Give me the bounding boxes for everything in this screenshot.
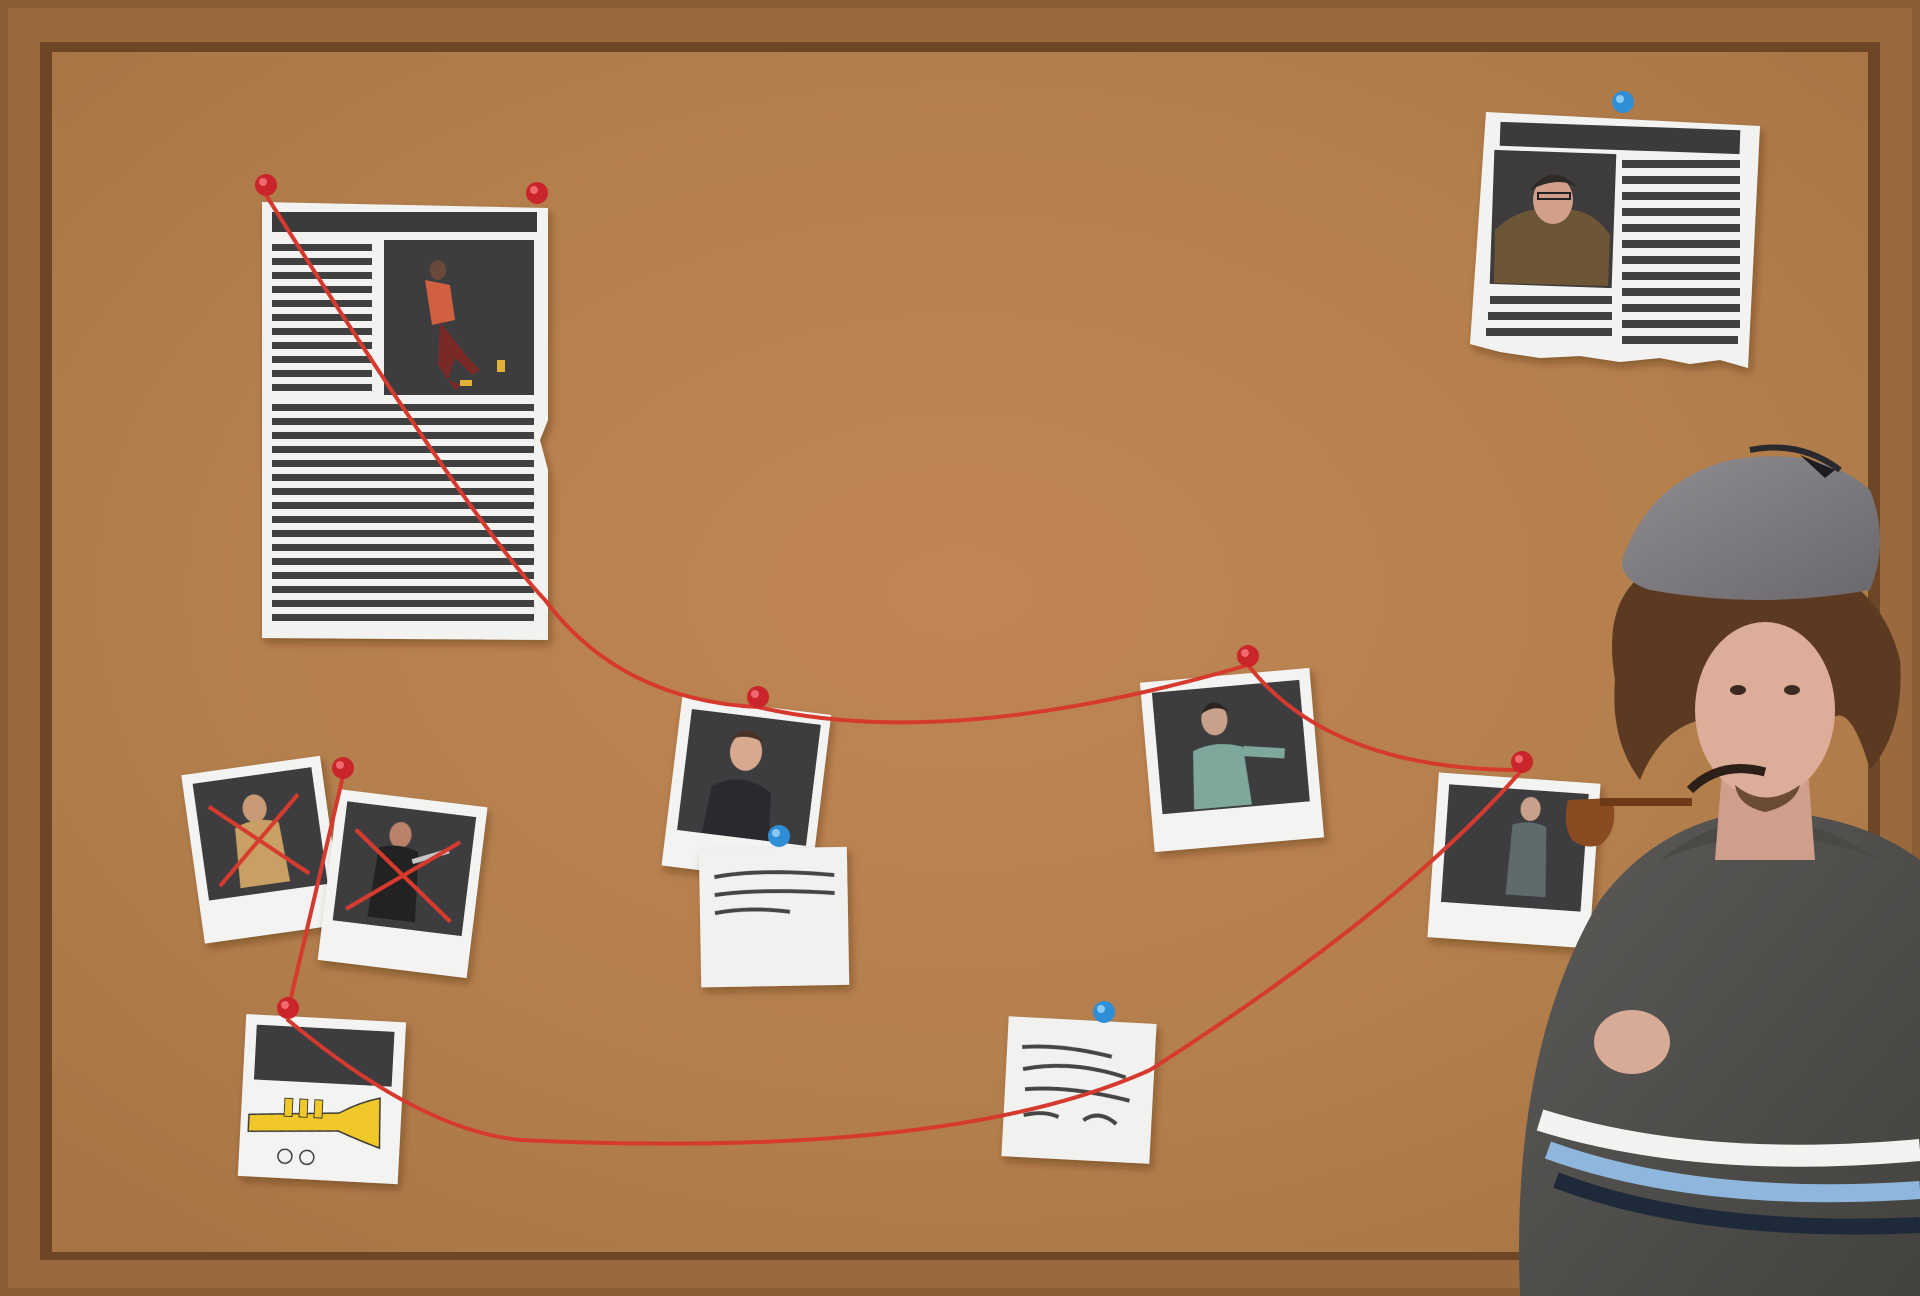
red-pin-icon — [277, 997, 299, 1019]
polaroid-crossed-2[interactable] — [317, 789, 488, 979]
blue-pin-icon — [1093, 1001, 1115, 1023]
face — [1695, 622, 1835, 798]
newspaper-large[interactable] — [262, 202, 548, 640]
red-pin-icon — [526, 182, 548, 204]
red-pin-icon — [332, 757, 354, 779]
newspaper-figure — [425, 260, 505, 390]
blue-pin-icon — [1612, 91, 1634, 113]
red-pins — [255, 174, 1533, 1019]
detective-figure — [1519, 444, 1920, 1296]
pipe-icon — [1565, 764, 1767, 847]
red-pin-icon — [1511, 751, 1533, 773]
newspaper-small-photo — [1489, 149, 1617, 289]
sleeve-stripes — [1536, 1109, 1920, 1235]
red-pin-icon — [1237, 645, 1259, 667]
sticky-note-bottom[interactable] — [1001, 1016, 1157, 1164]
polaroid-trumpet[interactable] — [237, 1014, 407, 1185]
hand — [1594, 1010, 1670, 1074]
newspaper-small[interactable] — [1470, 112, 1760, 368]
goatee — [1735, 785, 1800, 812]
red-pin-icon — [255, 174, 277, 196]
polaroid-right[interactable] — [1427, 772, 1601, 949]
deerstalker-hat-icon — [1621, 444, 1880, 600]
newspaper-photo — [384, 240, 534, 395]
red-pin-icon — [747, 686, 769, 708]
hood-collar — [1660, 820, 1880, 860]
sticky-note-center[interactable] — [698, 846, 850, 988]
blue-pins — [768, 91, 1634, 1023]
red-string — [264, 193, 1524, 1146]
trumpet-drawing-icon — [247, 1097, 381, 1166]
polaroid-crossed-1[interactable] — [181, 755, 344, 944]
blue-pin-icon — [768, 825, 790, 847]
newspaper-small-text — [1486, 160, 1740, 344]
polaroid-headphones[interactable] — [1139, 667, 1325, 853]
